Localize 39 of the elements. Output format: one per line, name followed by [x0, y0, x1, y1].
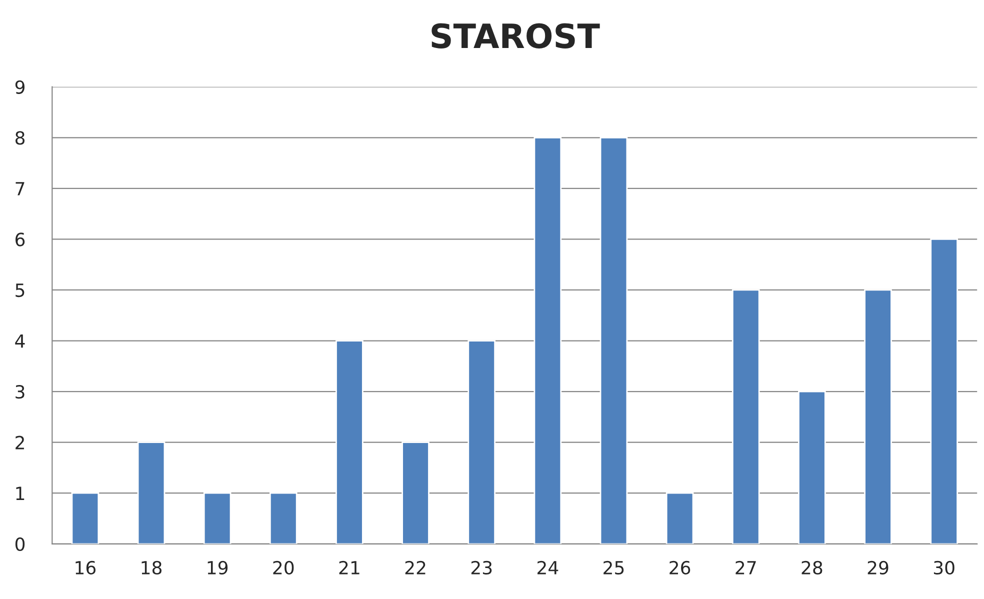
bar: [468, 340, 496, 544]
bar: [930, 238, 958, 544]
x-tick-label: 28: [802, 560, 822, 575]
bar: [534, 136, 562, 544]
y-tick-label: 8: [16, 131, 25, 145]
y-tick-label: 7: [16, 182, 24, 196]
chart-title: STAROST: [432, 23, 600, 48]
x-tick-label: 25: [604, 560, 624, 575]
bar: [732, 289, 760, 544]
bar: [864, 289, 892, 544]
bar: [666, 492, 694, 544]
bar: [798, 390, 826, 544]
x-tick-label: 18: [142, 560, 162, 575]
bar: [137, 442, 166, 544]
y-tick-label: 5: [16, 284, 24, 298]
x-tick-label: 21: [339, 560, 360, 574]
x-tick-label: 29: [868, 560, 888, 575]
y-tick-label: 6: [16, 232, 25, 246]
x-tick-label: 19: [208, 560, 228, 575]
bar: [600, 136, 628, 544]
bar: [402, 442, 430, 544]
y-tick-label: 9: [15, 80, 24, 94]
x-tick-label: 30: [934, 560, 954, 575]
bar: [203, 492, 232, 544]
x-tick-label: 26: [670, 560, 690, 575]
y-tick-label: 2: [16, 436, 24, 450]
y-tick-label: 4: [15, 334, 25, 348]
x-tick-label: 22: [405, 560, 426, 574]
x-tick-label: 16: [76, 560, 96, 575]
bar: [336, 340, 364, 544]
x-tick-label: 27: [736, 560, 756, 574]
y-tick-label: 3: [16, 385, 24, 399]
bar: [71, 492, 100, 544]
y-tick-label: 1: [16, 486, 24, 500]
x-tick-label: 20: [273, 560, 294, 575]
x-tick-label: 23: [471, 560, 492, 575]
x-tick-label: 24: [538, 560, 558, 574]
bar: [269, 492, 298, 544]
y-tick-label: 0: [15, 537, 25, 552]
